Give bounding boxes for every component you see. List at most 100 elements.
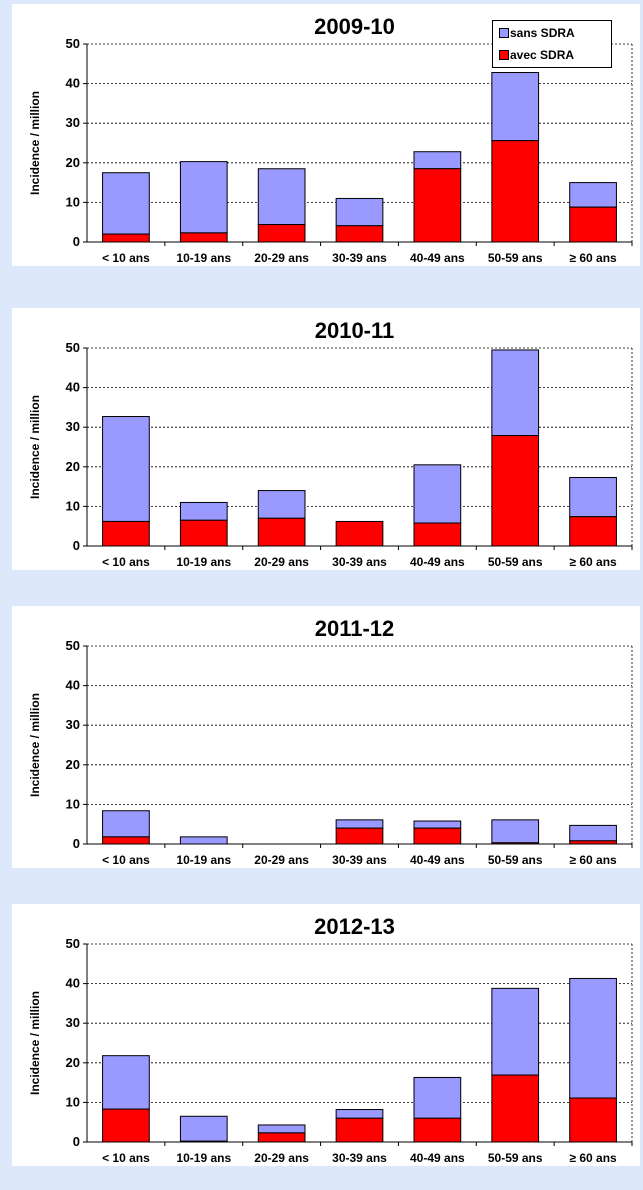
bar-avec-sdra-30-39-ans: [335, 1117, 384, 1143]
bar-sans-sdra-10-ans: [102, 810, 150, 838]
bar-sans-sdra-50-59-ans: [491, 349, 540, 437]
y-axis-label: Incidence / million: [28, 991, 42, 1095]
bar-sans-sdra-30-39-ans: [335, 819, 384, 829]
bar-avec-sdra-30-39-ans: [335, 827, 384, 845]
bar-avec-sdra-60-ans: [569, 206, 617, 243]
bar-sans-sdra-50-59-ans: [491, 987, 540, 1076]
bar-sans-sdra-40-49-ans: [413, 151, 462, 170]
bar-sans-sdra-50-59-ans: [491, 72, 540, 142]
x-tick-label: 50-59 ans: [488, 251, 543, 265]
y-tick-label: 30: [66, 115, 80, 130]
y-tick-label: 40: [66, 76, 80, 91]
x-tick-label: ≥ 60 ans: [569, 1151, 617, 1165]
chart-panel-2011-12: 2011-12 0 10 20 30 40 50 Incidence / million < 1…: [12, 606, 640, 868]
chart-svg: 2012-13 0 10 20 30 40 50 Incidence / million < 1…: [28, 914, 633, 1165]
bar-avec-sdra-60-ans: [569, 1097, 617, 1143]
chart-panel-2010-11: 2010-11 0 10 20 30 40 50 Incidence / million < 1…: [12, 308, 640, 570]
x-tick-label: 10-19 ans: [176, 853, 231, 867]
bar-avec-sdra-20-29-ans: [257, 224, 306, 243]
chart-title: 2012-13: [314, 914, 395, 939]
y-tick-label: 50: [66, 638, 80, 653]
bar-avec-sdra-50-59-ans: [491, 435, 540, 547]
x-tick-label: ≥ 60 ans: [569, 555, 617, 569]
x-tick-label: 30-39 ans: [332, 251, 387, 265]
x-tick-label: 50-59 ans: [488, 853, 543, 867]
bar-sans-sdra-20-29-ans: [257, 168, 306, 226]
y-axis-label: Incidence / million: [28, 395, 42, 499]
x-tick-label: < 10 ans: [102, 251, 150, 265]
chart-title: 2010-11: [315, 318, 395, 343]
x-tick-label: 40-49 ans: [410, 1151, 465, 1165]
x-tick-label: ≥ 60 ans: [569, 853, 617, 867]
bar-sans-sdra-40-49-ans: [413, 1076, 462, 1119]
chart-panel-2012-13: 2012-13 0 10 20 30 40 50 Incidence / million < 1…: [12, 904, 640, 1166]
x-tick-label: 20-29 ans: [254, 1151, 309, 1165]
x-tick-label: 40-49 ans: [410, 251, 465, 265]
y-tick-label: 10: [66, 498, 80, 513]
bar-sans-sdra-10-19-ans: [179, 836, 228, 845]
x-tick-label: 20-29 ans: [254, 555, 309, 569]
x-tick-label: 20-29 ans: [254, 251, 309, 265]
y-tick-label: 10: [66, 796, 80, 811]
y-tick-label: 40: [66, 678, 80, 693]
bar-sans-sdra-20-29-ans: [257, 490, 306, 519]
y-tick-label: 40: [66, 976, 80, 991]
legend-swatch-avec-sdra: [499, 50, 509, 60]
bar-avec-sdra-10-ans: [102, 233, 150, 243]
y-tick-label: 30: [66, 1015, 80, 1030]
y-axis-label: Incidence / million: [28, 693, 42, 797]
bar-avec-sdra-10-19-ans: [179, 519, 228, 547]
y-tick-label: 30: [66, 717, 80, 732]
y-tick-label: 50: [66, 936, 80, 951]
y-tick-label: 10: [66, 194, 80, 209]
y-tick-label: 20: [66, 155, 80, 170]
bar-sans-sdra-30-39-ans: [335, 197, 384, 227]
bar-avec-sdra-10-ans: [102, 1108, 150, 1143]
bar-avec-sdra-10-19-ans: [179, 232, 228, 243]
x-tick-label: < 10 ans: [102, 853, 150, 867]
bar-sans-sdra-10-ans: [102, 172, 150, 235]
x-tick-label: 30-39 ans: [332, 853, 387, 867]
x-tick-label: 10-19 ans: [176, 1151, 231, 1165]
bar-avec-sdra-10-ans: [102, 836, 150, 845]
chart-svg: 2009-10 0 10 20 30 40 50 Incidence / million < 1…: [28, 14, 633, 265]
bar-sans-sdra-10-19-ans: [179, 161, 228, 234]
chart-svg: 2010-11 0 10 20 30 40 50 Incidence / million < 1…: [28, 318, 633, 569]
y-tick-label: 50: [66, 36, 80, 51]
x-tick-label: 40-49 ans: [410, 853, 465, 867]
bar-avec-sdra-40-49-ans: [413, 522, 462, 547]
legend: sans SDRA avec SDRA: [492, 20, 612, 68]
bar-avec-sdra-20-29-ans: [257, 517, 306, 547]
bar-sans-sdra-40-49-ans: [413, 464, 462, 524]
y-axis-label: Incidence / million: [28, 91, 42, 195]
bar-sans-sdra-60-ans: [569, 182, 617, 208]
bar-sans-sdra-60-ans: [569, 824, 617, 842]
bar-avec-sdra-60-ans: [569, 516, 617, 547]
bar-avec-sdra-50-59-ans: [491, 140, 540, 243]
y-tick-label: 0: [73, 1134, 80, 1149]
legend-label-sans-sdra: sans SDRA: [510, 26, 575, 40]
chart-svg: 2011-12 0 10 20 30 40 50 Incidence / million < 1…: [28, 616, 633, 867]
y-tick-label: 0: [73, 836, 80, 851]
x-tick-label: ≥ 60 ans: [569, 251, 617, 265]
x-tick-label: 20-29 ans: [254, 853, 309, 867]
y-tick-label: 20: [66, 757, 80, 772]
bar-sans-sdra-60-ans: [569, 977, 617, 1099]
bar-sans-sdra-40-49-ans: [413, 820, 462, 829]
bar-avec-sdra-50-59-ans: [491, 1074, 540, 1143]
bar-avec-sdra-40-49-ans: [413, 1117, 462, 1143]
bar-sans-sdra-10-19-ans: [179, 501, 228, 521]
bar-sans-sdra-20-29-ans: [257, 1124, 306, 1134]
bar-avec-sdra-20-29-ans: [257, 1132, 306, 1143]
chart-title: 2011-12: [315, 616, 395, 641]
y-tick-label: 0: [73, 538, 80, 553]
y-tick-label: 40: [66, 380, 80, 395]
bar-sans-sdra-10-ans: [102, 416, 150, 522]
bar-sans-sdra-50-59-ans: [491, 819, 540, 844]
bar-avec-sdra-10-ans: [102, 520, 150, 547]
legend-swatch-sans-sdra: [499, 28, 509, 38]
bar-sans-sdra-10-19-ans: [179, 1115, 228, 1142]
y-tick-label: 20: [66, 1055, 80, 1070]
y-tick-label: 10: [66, 1094, 80, 1109]
